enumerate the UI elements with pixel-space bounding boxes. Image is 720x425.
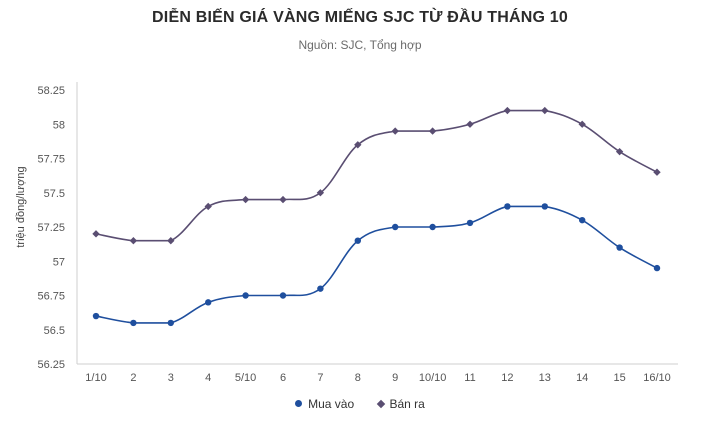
data-point-ban-ra <box>279 195 287 204</box>
legend-label-ban-ra: Bán ra <box>389 397 425 411</box>
data-point-ban-ra <box>241 195 250 204</box>
data-point-mua-vao <box>541 203 548 210</box>
x-tick-label: 7 <box>317 372 323 384</box>
legend-label-mua-vao: Mua vào <box>308 396 355 411</box>
data-point-mua-vao <box>504 203 511 210</box>
data-point-ban-ra <box>92 230 100 238</box>
x-tick-label: 5/10 <box>235 372 256 384</box>
data-point-ban-ra <box>129 237 138 245</box>
y-tick-label: 57.25 <box>37 222 65 234</box>
legend-diamond-icon <box>376 399 385 409</box>
y-tick-label: 56.5 <box>44 325 65 337</box>
y-tick-label: 57.75 <box>37 154 65 166</box>
x-tick-label: 10/10 <box>419 372 447 384</box>
data-point-ban-ra <box>391 127 399 135</box>
x-tick-label: 13 <box>539 372 551 384</box>
x-tick-label: 1/10 <box>85 372 106 384</box>
data-point-mua-vao <box>167 319 174 327</box>
data-point-mua-vao <box>130 319 137 327</box>
x-tick-label: 4 <box>205 372 211 384</box>
data-point-ban-ra <box>204 202 212 211</box>
y-tick-label: 56.25 <box>37 359 65 371</box>
legend-item-mua-vao[interactable]: Mua vào <box>295 397 354 411</box>
x-tick-label: 2 <box>130 372 136 384</box>
data-point-ban-ra <box>167 237 175 245</box>
data-point-mua-vao <box>92 312 100 320</box>
data-point-ban-ra <box>316 189 325 197</box>
series-line-mua-vao <box>95 205 658 324</box>
y-tick-label: 58.25 <box>37 85 65 97</box>
y-tick-label: 56.75 <box>37 291 65 303</box>
legend-item-ban-ra[interactable]: Bán ra <box>376 397 425 411</box>
data-point-mua-vao <box>466 219 474 227</box>
x-tick-label: 12 <box>501 372 513 384</box>
data-point-mua-vao <box>392 223 399 231</box>
data-point-mua-vao <box>429 223 436 231</box>
x-tick-label: 9 <box>392 372 398 384</box>
y-tick-label: 57 <box>53 256 65 268</box>
data-point-ban-ra <box>653 168 661 176</box>
x-tick-label: 11 <box>464 372 475 384</box>
chart-legend: Mua vào Bán ra <box>0 396 720 411</box>
x-tick-label: 3 <box>168 372 174 384</box>
chart-title: DIỄN BIẾN GIÁ VÀNG MIẾNG SJC TỪ ĐẦU THÁN… <box>152 9 568 26</box>
series-line-ban-ra <box>95 109 658 242</box>
data-point-ban-ra <box>503 106 512 115</box>
x-tick-label: 8 <box>355 372 361 384</box>
y-axis-label: triệu đồng/lượng <box>15 166 27 247</box>
data-point-mua-vao <box>653 264 661 272</box>
y-tick-label: 57.5 <box>44 188 65 200</box>
data-point-ban-ra <box>541 106 549 115</box>
data-point-ban-ra <box>466 120 474 128</box>
data-point-ban-ra <box>428 127 437 135</box>
x-tick-label: 16/10 <box>643 372 671 384</box>
data-point-mua-vao <box>354 237 361 244</box>
y-tick-label: 58 <box>53 119 65 131</box>
x-tick-label: 15 <box>613 372 625 384</box>
data-point-mua-vao <box>205 299 212 306</box>
data-point-mua-vao <box>317 285 324 292</box>
chart-subtitle: Nguồn: SJC, Tổng hợp <box>298 38 422 52</box>
data-point-mua-vao <box>242 292 249 299</box>
x-tick-label: 14 <box>576 372 588 384</box>
data-point-mua-vao <box>616 244 623 251</box>
legend-circle-icon <box>295 400 303 407</box>
data-point-ban-ra <box>578 120 586 128</box>
data-point-mua-vao <box>579 216 586 224</box>
data-point-mua-vao <box>279 292 287 299</box>
x-tick-label: 6 <box>280 372 286 384</box>
